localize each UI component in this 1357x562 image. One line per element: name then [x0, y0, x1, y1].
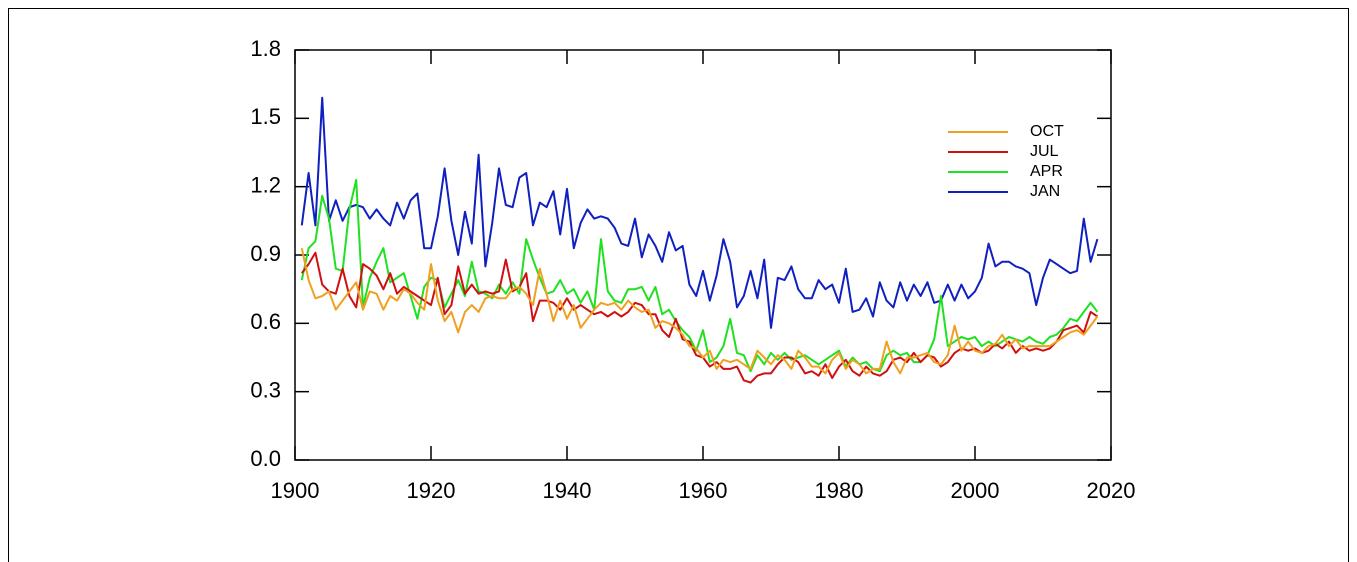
legend-label: JUL	[1030, 143, 1059, 160]
y-tick-label: 1.5	[250, 104, 281, 129]
x-tick-label: 1900	[271, 478, 320, 503]
x-tick-label: 1980	[815, 478, 864, 503]
line-series	[300, 251, 1098, 384]
y-tick-label: 0.3	[250, 377, 281, 402]
frame	[8, 8, 1349, 562]
line-series	[300, 247, 1099, 375]
plot-border	[294, 49, 1112, 461]
x-tick-label: 2000	[951, 478, 1000, 503]
y-tick-label: 0.0	[250, 446, 281, 471]
line-series	[300, 178, 1099, 373]
legend-label: OCT	[1030, 123, 1064, 140]
x-tick-label: 1960	[679, 478, 728, 503]
x-tick-label: 2020	[1087, 478, 1136, 503]
y-tick-label: 1.8	[250, 36, 281, 61]
x-tick-label: 1920	[407, 478, 456, 503]
x-tick-label: 1940	[543, 478, 592, 503]
legend-label: APR	[1030, 163, 1063, 180]
y-tick-label: 0.6	[250, 309, 281, 334]
y-tick-label: 1.2	[250, 172, 281, 197]
line-series	[300, 96, 1099, 329]
legend-label: JAN	[1030, 183, 1060, 200]
y-tick-label: 0.9	[250, 241, 281, 266]
